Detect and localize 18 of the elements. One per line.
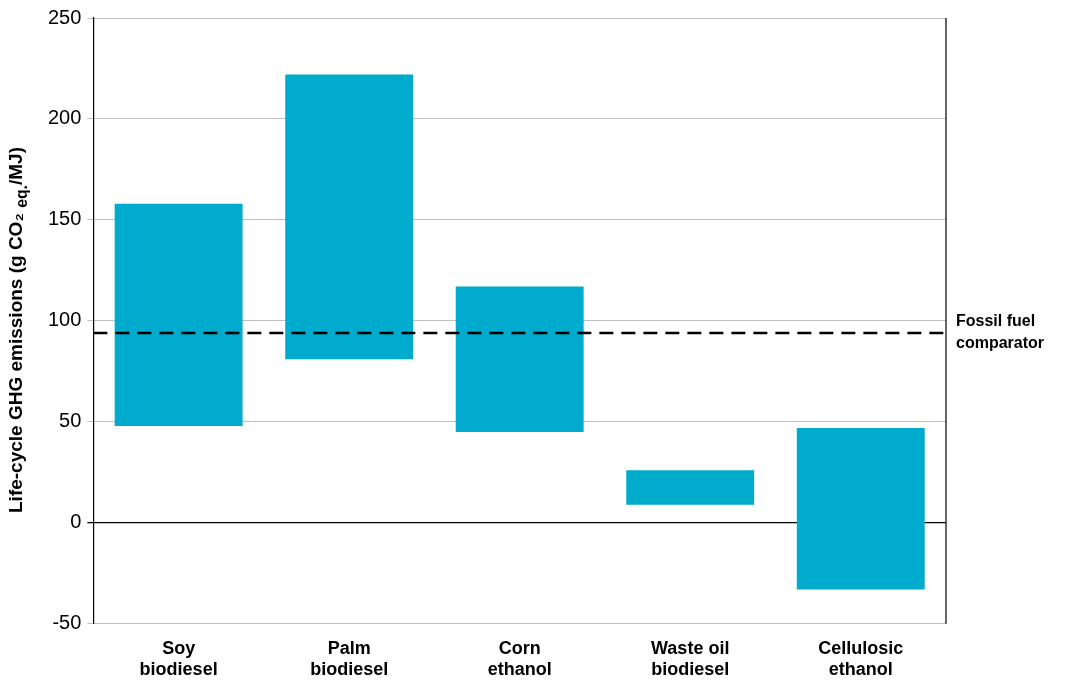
ref-line-label: Fossil fuel comparator (956, 312, 1045, 352)
y-tick-label: 50 (59, 409, 82, 432)
bar (626, 470, 755, 505)
bar (285, 74, 414, 360)
bar (114, 203, 243, 426)
x-tick-label: Palm biodiesel (310, 637, 389, 680)
x-tick-label: Corn ethanol (487, 637, 552, 680)
y-tick-label: 200 (47, 106, 82, 129)
y-tick-label: 100 (47, 308, 82, 331)
y-tick-label: 250 (47, 5, 82, 28)
bar (796, 427, 925, 590)
y-tick-label: 0 (70, 510, 82, 533)
y-tick-label: 150 (47, 207, 82, 230)
y-tick-label: -50 (52, 611, 82, 634)
x-tick-label: Waste oil biodiesel (651, 637, 730, 680)
bar (455, 286, 584, 432)
x-tick-label: Cellulosic ethanol (818, 637, 904, 680)
x-tick-label: Soy biodiesel (139, 637, 218, 680)
